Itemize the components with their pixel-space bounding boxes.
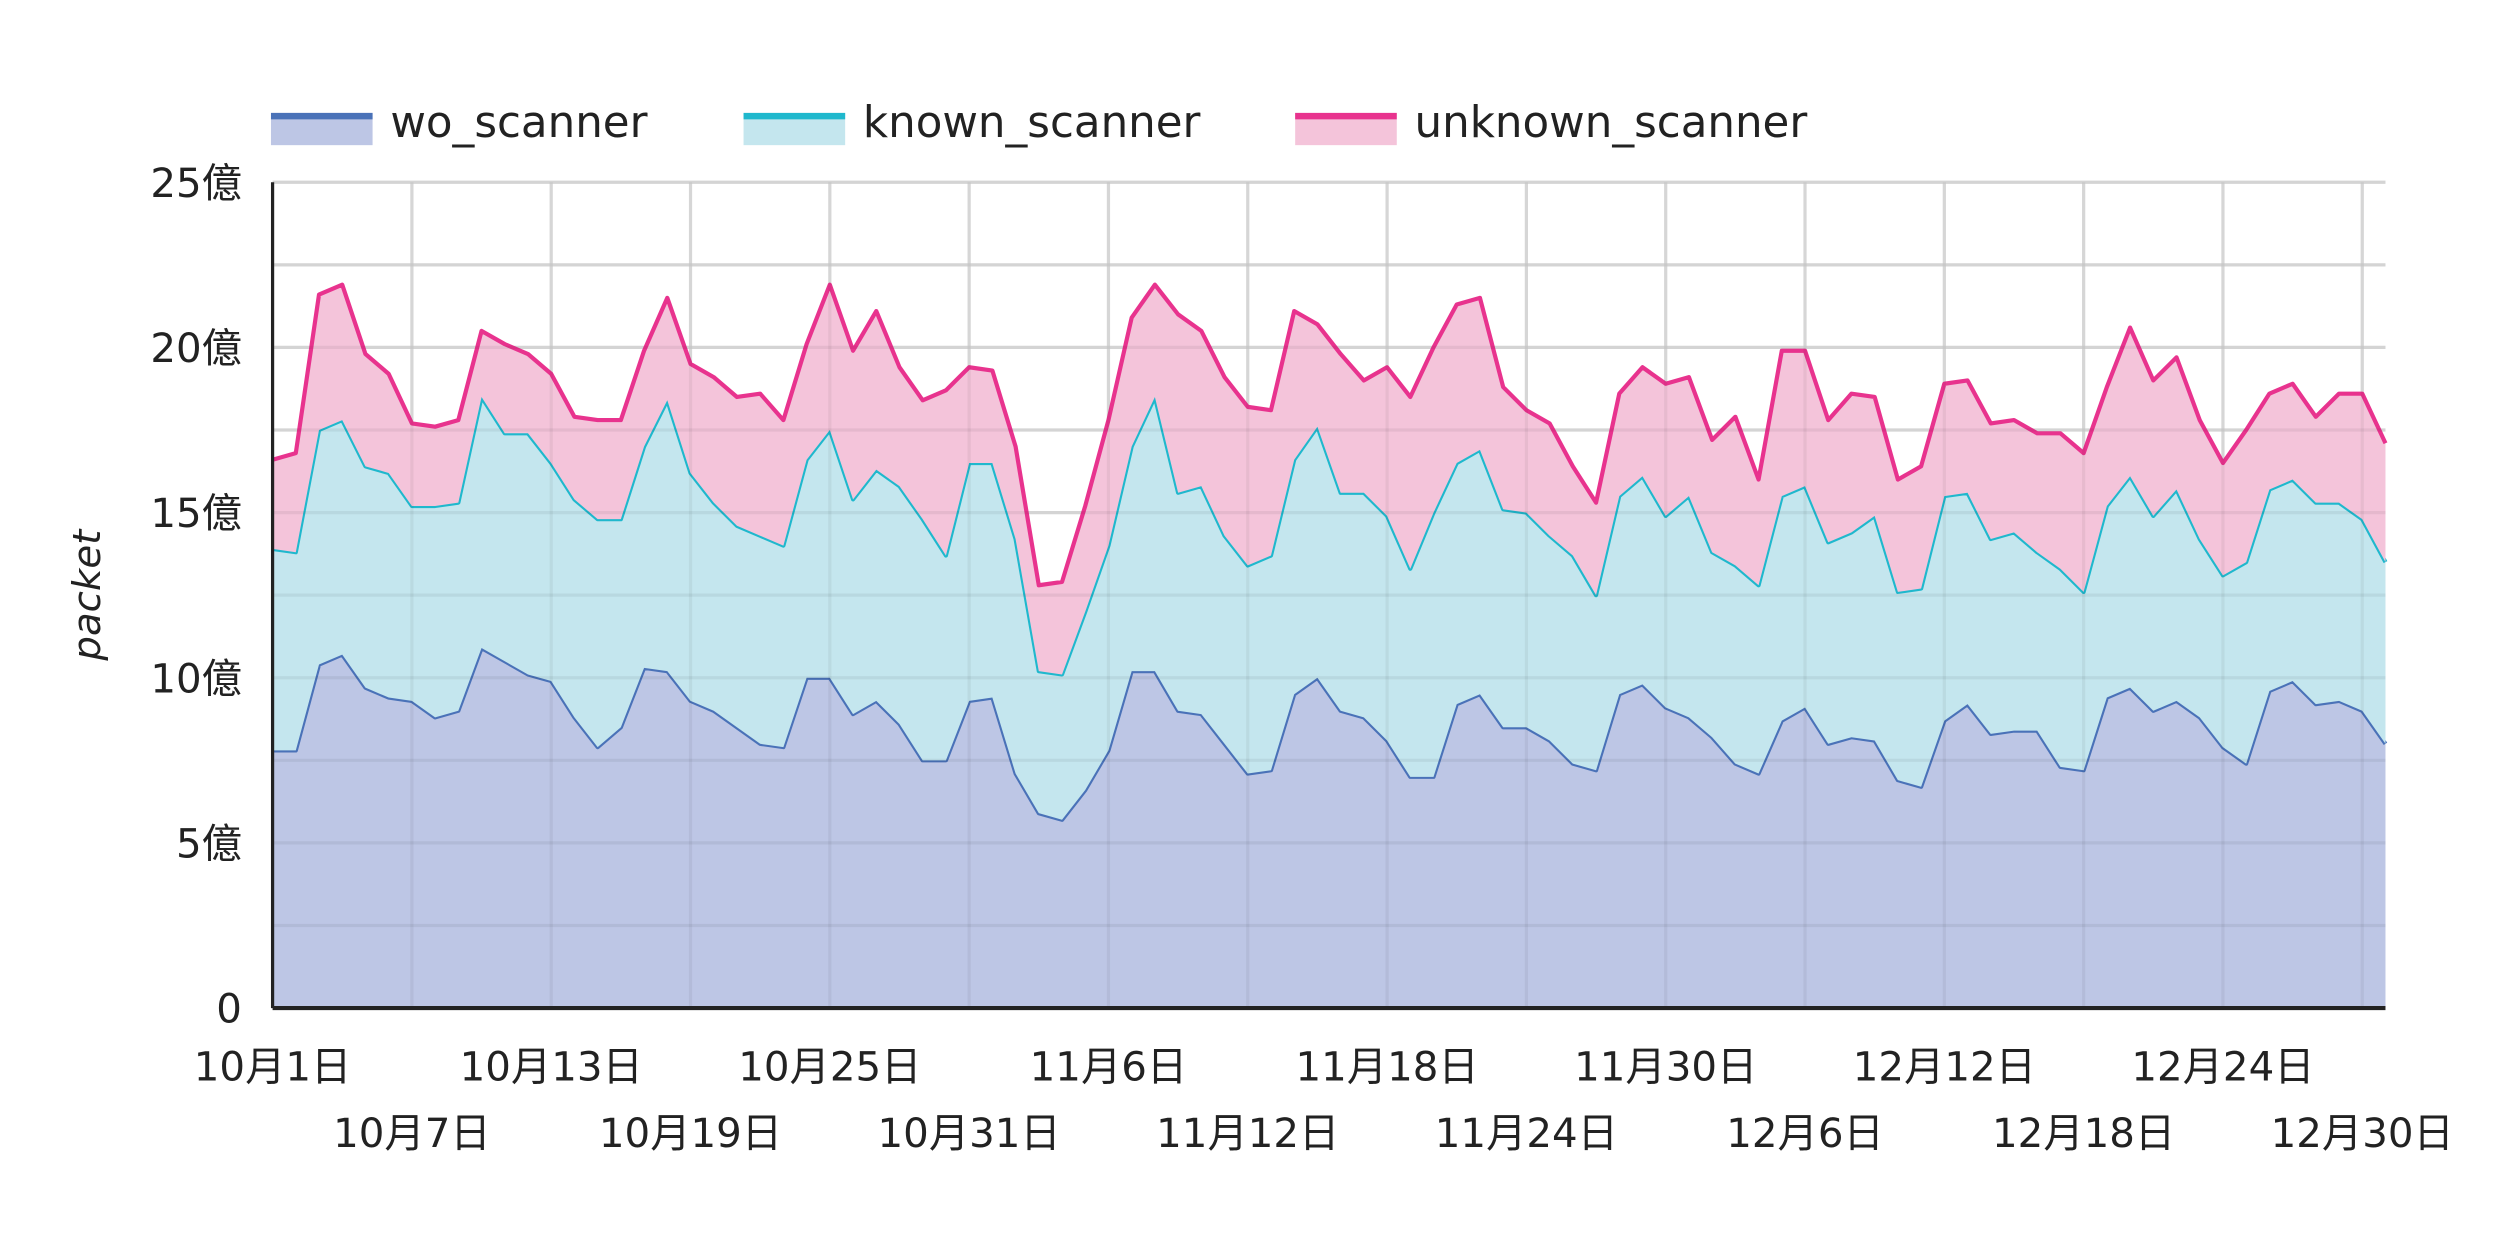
legend: wo_scanner known_scanner unknown_scanner (270, 98, 1807, 148)
y-tick-label: 10億 (150, 655, 242, 702)
y-axis-label: packet (65, 528, 110, 662)
y-tick-label: 0 (216, 986, 242, 1033)
x-tick-label: 12月12日 (1853, 1044, 2036, 1091)
area-unknown_scanner (272, 284, 2386, 675)
legend-item-wo_scanner[interactable]: wo_scanner (270, 98, 648, 148)
line-unknown_scanner[interactable] (272, 282, 2388, 588)
legend-label: wo_scanner (390, 98, 647, 148)
legend-label: unknown_scanner (1415, 98, 1808, 148)
legend-item-known_scanner[interactable]: known_scanner (743, 98, 1201, 148)
x-tick-label: 12月6日 (1726, 1110, 1884, 1157)
x-tick-label: 11月12日 (1156, 1110, 1339, 1157)
x-tick-label: 10月13日 (460, 1044, 643, 1091)
legend-label: known_scanner (863, 98, 1201, 148)
x-tick-label: 12月24日 (2131, 1044, 2314, 1091)
x-tick-label: 10月25日 (738, 1044, 921, 1091)
axes: 0 5億 10億 15億 20億 25億 10月1日 10月13日 10月25日 11月6日 11月… (150, 160, 2454, 1157)
y-tick-label: 5億 (176, 820, 242, 867)
y-tick-label: 15億 (150, 490, 242, 537)
x-tick-label: 11月30日 (1574, 1044, 1757, 1091)
series-areas (272, 180, 2388, 1009)
x-tick-label: 11月24日 (1435, 1110, 1618, 1157)
x-tick-label: 12月18日 (1992, 1110, 2175, 1157)
x-tick-label: 10月1日 (194, 1044, 352, 1091)
x-tick-label: 10月31日 (878, 1110, 1061, 1157)
y-tick-label: 25億 (150, 160, 242, 207)
x-tick-label: 11月6日 (1030, 1044, 1188, 1091)
y-tick-label: 20億 (150, 325, 242, 372)
x-tick-label: 12月30日 (2271, 1110, 2454, 1157)
x-tick-label: 10月19日 (599, 1110, 782, 1157)
x-tick-label: 11月18日 (1295, 1044, 1478, 1091)
area-known_scanner (272, 396, 2386, 820)
legend-item-unknown_scanner[interactable]: unknown_scanner (1295, 98, 1807, 148)
x-tick-label: 10月7日 (333, 1110, 491, 1157)
